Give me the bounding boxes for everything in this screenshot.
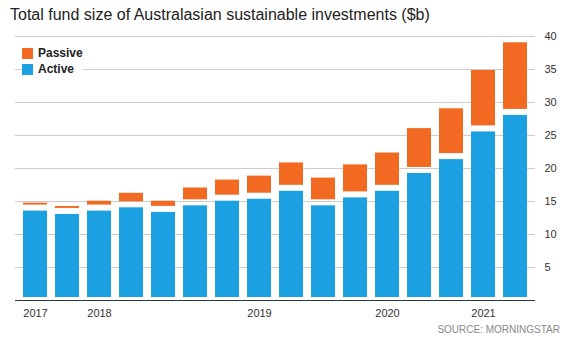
svg-text:10: 10 [545,228,557,240]
html-text:Total fund size of Australasia: Total fund size of Australasian sustaina… [10,6,430,23]
svg-text:30: 30 [545,96,557,108]
svg-text:5: 5 [545,261,551,273]
svg-text:35: 35 [545,63,557,75]
svg-text:40: 40 [545,30,557,42]
svg-text:2018: 2018 [87,307,111,319]
svg-text:2019: 2019 [247,307,271,319]
svg-text:25: 25 [545,129,557,141]
html-text:Passive: Passive [38,46,83,60]
svg-text:15: 15 [545,195,557,207]
html-text:SOURCE: MORNINGSTAR: SOURCE: MORNINGSTAR [437,324,560,335]
svg-text:20: 20 [545,162,557,174]
svg-text:2020: 2020 [375,307,399,319]
svg-text:2017: 2017 [23,307,47,319]
svg-text:2021: 2021 [471,307,495,319]
html-text:Active: Active [38,62,74,76]
